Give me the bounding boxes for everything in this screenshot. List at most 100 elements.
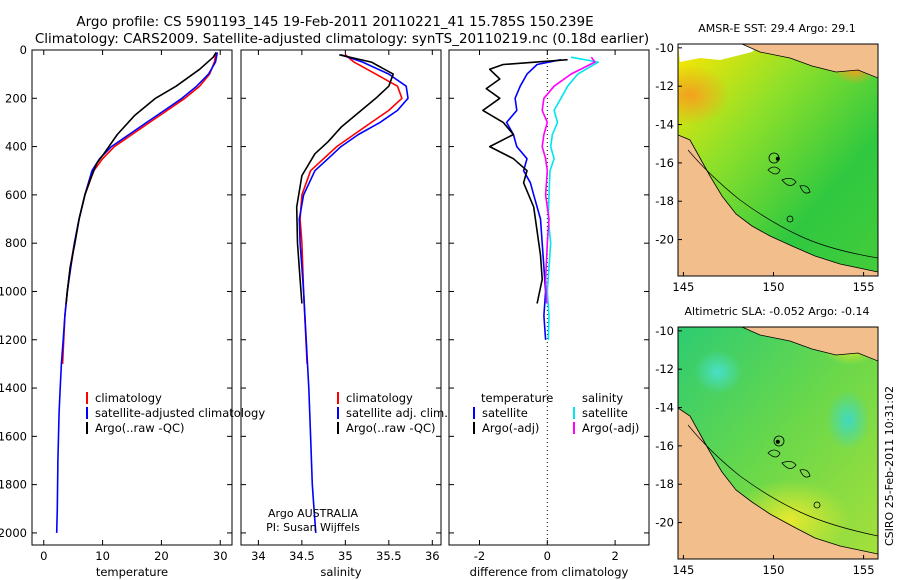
x-axis-label: salinity bbox=[320, 565, 361, 579]
y-tick-label: 200 bbox=[5, 91, 27, 105]
y-tick-label: 400 bbox=[5, 140, 27, 154]
y-tick-label: 1400 bbox=[0, 381, 27, 395]
sla-map-frame bbox=[677, 326, 879, 560]
series-line-argo-raw-qc bbox=[295, 54, 395, 304]
series-line-temperature-satellite bbox=[505, 58, 562, 340]
y-tick-label: 1800 bbox=[0, 478, 27, 492]
x-axis-label: difference from climatology bbox=[470, 565, 629, 579]
series-line-satellite-adj-clim bbox=[298, 54, 409, 533]
legend-label-climatology: climatology bbox=[95, 391, 162, 405]
x-tick-label: 10 bbox=[95, 549, 110, 563]
series-line-climatology bbox=[299, 54, 403, 364]
legend-label-temperature-satellite: satellite bbox=[482, 406, 528, 420]
pi-label: PI: Susan Wijffels bbox=[266, 521, 360, 534]
x-axis-label: temperature bbox=[96, 565, 168, 579]
sla-map-title: Altimetric SLA: -0.052 Argo: -0.14 bbox=[685, 305, 870, 318]
legend-label-satellite: satellite-adjusted climatology bbox=[95, 406, 265, 420]
map-y-tick-label: -18 bbox=[655, 477, 674, 491]
legend-heading-temperature: temperature bbox=[481, 391, 553, 405]
map-x-tick-label: 150 bbox=[763, 563, 785, 577]
shelf-contour bbox=[687, 424, 878, 537]
plot-frame bbox=[240, 49, 442, 546]
x-tick-label: 34 bbox=[251, 549, 266, 563]
map-y-tick-label: -14 bbox=[655, 401, 674, 415]
y-tick-label: 0 bbox=[20, 43, 27, 57]
figure-title-line1: Argo profile: CS 5901193_145 19-Feb-2011… bbox=[76, 14, 593, 30]
map-x-tick-label: 150 bbox=[763, 280, 785, 294]
reef-contour bbox=[773, 435, 785, 447]
x-tick-label: 35 bbox=[338, 549, 353, 563]
map-y-tick-label: -20 bbox=[655, 233, 674, 247]
sst-map-frame bbox=[677, 43, 879, 277]
reef-contour bbox=[813, 501, 821, 509]
reef-contour bbox=[767, 449, 811, 478]
land-papua-new-guinea bbox=[741, 327, 878, 362]
legend-label-salinity-argo: Argo(-adj) bbox=[582, 421, 639, 435]
y-tick-label: 800 bbox=[5, 236, 27, 250]
map-x-tick-label: 155 bbox=[853, 563, 875, 577]
series-line-salinity-satellite bbox=[546, 56, 600, 340]
sla-eddy bbox=[826, 390, 870, 450]
map-x-tick-label: 155 bbox=[853, 280, 875, 294]
sla-eddy bbox=[694, 350, 742, 394]
map-y-tick-label: -12 bbox=[655, 79, 674, 93]
sst-missing-data bbox=[678, 44, 760, 62]
argo-program-label: Argo AUSTRALIA bbox=[268, 507, 358, 520]
x-tick-label: 34.5 bbox=[289, 549, 315, 563]
map-y-tick-label: -10 bbox=[655, 324, 674, 338]
x-tick-label: 35.5 bbox=[376, 549, 402, 563]
series-line-salinity-argo-adj bbox=[541, 56, 596, 304]
legend-label-argo: Argo(..raw -QC) bbox=[346, 421, 436, 435]
x-tick-label: 0 bbox=[544, 549, 551, 563]
sla-map: 145 150 155 -10 -12 -14 -16 -18 -20 bbox=[655, 324, 879, 577]
map-y-tick-label: -12 bbox=[655, 362, 674, 376]
temperature-legend: climatology satellite-adjusted climatolo… bbox=[86, 391, 265, 435]
map-y-tick-label: -16 bbox=[655, 156, 674, 170]
plot-frame bbox=[31, 49, 233, 546]
map-x-tick-label: 145 bbox=[672, 563, 694, 577]
legend-label-climatology: climatology bbox=[346, 391, 413, 405]
profile-location-marker bbox=[775, 439, 780, 444]
map-y-tick-label: -10 bbox=[655, 41, 674, 55]
reef-contour bbox=[786, 215, 794, 223]
series-line-temperature-argo-adj bbox=[482, 58, 568, 304]
land-australia bbox=[678, 407, 878, 559]
difference-legend: temperature satellite Argo(-adj) salinit… bbox=[473, 391, 639, 435]
legend-label-satellite: satellite adj. clim. bbox=[346, 406, 448, 420]
x-tick-label: 0 bbox=[40, 549, 47, 563]
land-papua-new-guinea bbox=[741, 44, 878, 79]
y-tick-label: 1600 bbox=[0, 429, 27, 443]
reef-contour bbox=[767, 166, 811, 194]
x-tick-label: -2 bbox=[474, 549, 485, 563]
shelf-contour bbox=[687, 149, 878, 259]
y-tick-label: 1000 bbox=[0, 284, 27, 298]
plot-frame bbox=[448, 49, 650, 546]
salinity-legend: climatology satellite adj. clim. Argo(..… bbox=[337, 391, 448, 435]
legend-label-temperature-argo: Argo(-adj) bbox=[482, 421, 539, 435]
salinity-profile-panel: 34 34.5 35 35.5 36 salinity bbox=[240, 49, 442, 579]
legend-label-salinity-satellite: satellite bbox=[582, 406, 628, 420]
y-tick-label: 1200 bbox=[0, 333, 27, 347]
x-tick-label: 30 bbox=[213, 549, 228, 563]
map-y-tick-label: -14 bbox=[655, 118, 674, 132]
timestamp-label: CSIRO 25-Feb-2011 10:31:02 bbox=[883, 386, 896, 546]
sst-map-title: AMSR-E SST: 29.4 Argo: 29.1 bbox=[698, 22, 856, 35]
sst-warm-patch bbox=[678, 65, 730, 125]
legend-label-argo: Argo(..raw -QC) bbox=[95, 421, 185, 435]
map-y-tick-label: -18 bbox=[655, 194, 674, 208]
difference-profile-panel: -2 0 2 difference from climatology bbox=[448, 49, 650, 579]
profile-location-marker bbox=[775, 156, 780, 161]
temperature-profile-panel: 0 10 20 30 0 200 400 600 800 1000 1200 1400 1600 1800… bbox=[0, 43, 233, 579]
y-tick-label: 2000 bbox=[0, 526, 27, 540]
sst-map: 145 150 155 -10 -12 -14 -16 -18 -20 bbox=[655, 41, 879, 294]
legend-heading-salinity: salinity bbox=[582, 391, 623, 405]
map-y-tick-label: -20 bbox=[655, 516, 674, 530]
x-tick-label: 20 bbox=[154, 549, 169, 563]
y-tick-label: 600 bbox=[5, 188, 27, 202]
figure-title-line2: Climatology: CARS2009. Satellite-adjuste… bbox=[35, 31, 649, 47]
map-y-tick-label: -16 bbox=[655, 439, 674, 453]
series-line-argo-raw-qc bbox=[65, 51, 217, 304]
land-australia bbox=[678, 134, 878, 276]
x-tick-label: 2 bbox=[611, 549, 618, 563]
